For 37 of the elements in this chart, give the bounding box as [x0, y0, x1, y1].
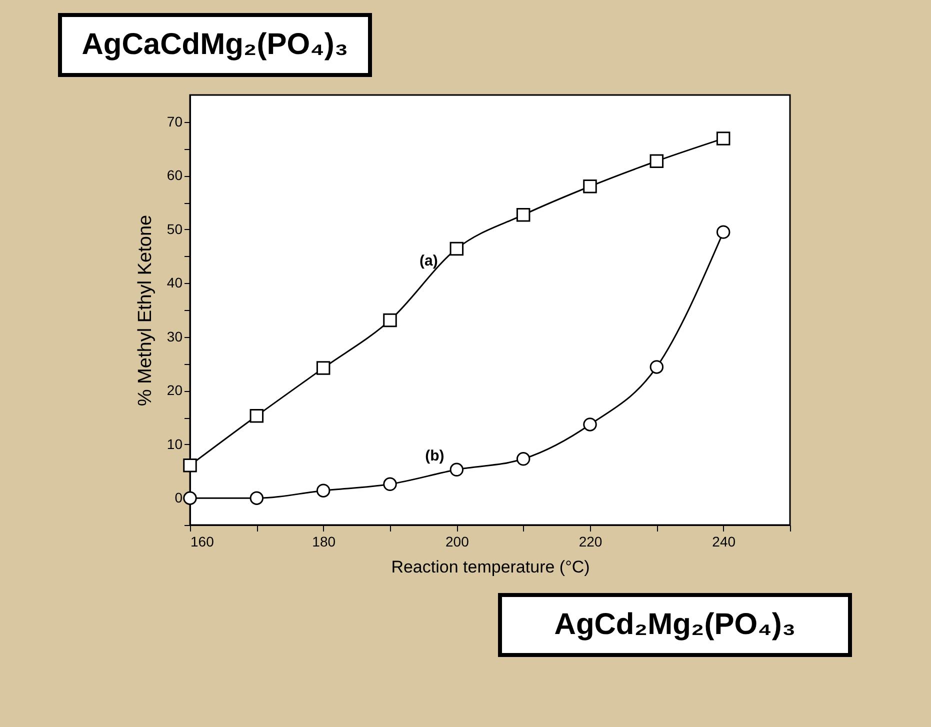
x-tick-label: 180	[312, 534, 336, 550]
text: AgCd₂Mg₂(PO₄)₃	[554, 608, 796, 641]
x-tick-label: 160	[190, 534, 214, 550]
x-tick-label: 220	[578, 534, 602, 550]
point	[716, 225, 730, 239]
y-tick-label: 10	[166, 436, 183, 452]
point	[450, 242, 464, 256]
y-tick-label: 40	[166, 274, 183, 291]
x-axis-title: Reaction temperature (°C)	[391, 558, 590, 576]
x-tick-label: 200	[445, 534, 470, 550]
point	[650, 360, 664, 374]
point	[583, 180, 597, 194]
point	[383, 313, 397, 328]
x-tick-label: 240	[712, 534, 736, 550]
series-label: (b)	[425, 448, 444, 465]
y-tick-label: 50	[166, 220, 183, 237]
series-label: (a)	[419, 252, 438, 270]
point	[183, 458, 197, 472]
point	[316, 361, 330, 375]
y-tick-label: 30	[166, 328, 183, 344]
y-tick-label: 70	[166, 113, 183, 130]
y-tick-label: 0	[174, 490, 183, 506]
point	[383, 477, 397, 492]
y-axis-title: % Methyl Ethyl Ketone	[134, 214, 156, 406]
point	[450, 462, 464, 476]
point	[250, 409, 264, 423]
point	[250, 491, 264, 505]
y-tick-label: 20	[166, 382, 183, 398]
point	[516, 208, 530, 222]
point	[316, 484, 330, 498]
text: AgCaCdMg₂(PO₄)₃	[82, 28, 348, 61]
point	[516, 452, 530, 466]
point	[183, 491, 197, 505]
point	[650, 154, 664, 168]
point	[583, 418, 597, 432]
y-tick-label: 60	[166, 167, 183, 184]
point	[716, 132, 730, 146]
